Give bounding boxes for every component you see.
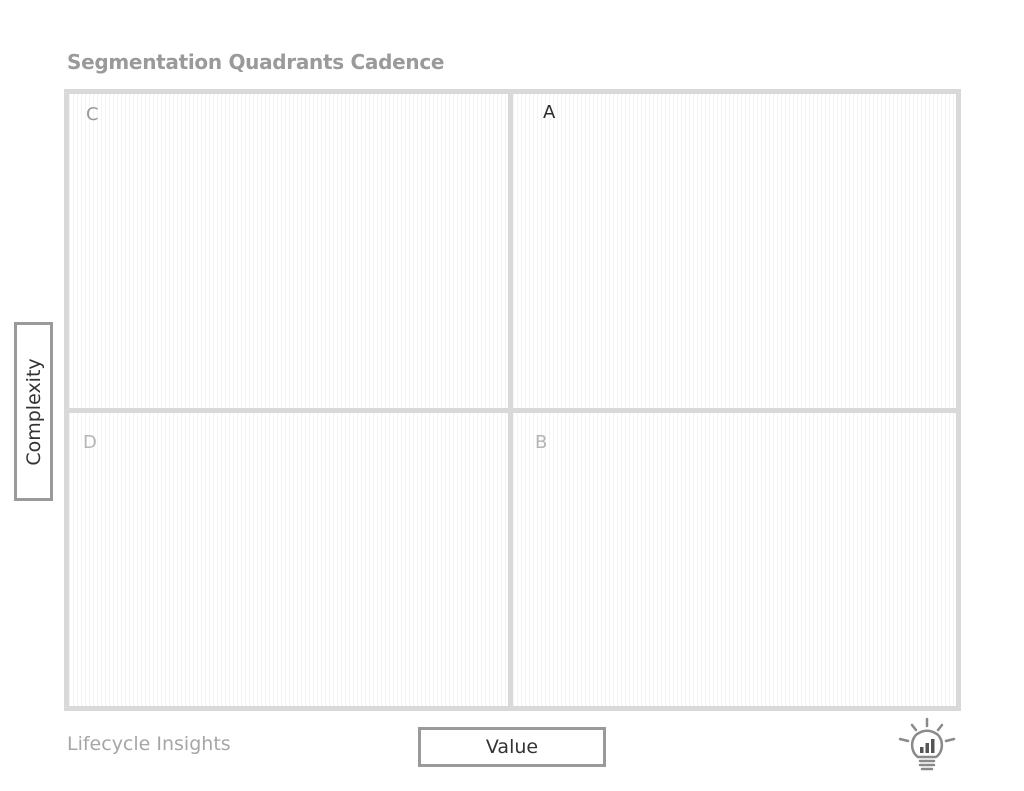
y-axis-label-box: Complexity	[14, 322, 53, 501]
diagram-title: Segmentation Quadrants Cadence	[67, 50, 445, 74]
x-axis-label: Value	[485, 736, 539, 758]
quadrant-label-bottom-right: B	[535, 432, 548, 453]
quadrant-label-top-right: A	[543, 102, 556, 123]
horizontal-divider	[64, 408, 961, 413]
x-axis-label-box: Value	[418, 727, 606, 767]
vertical-divider	[508, 89, 513, 711]
quadrant-label-bottom-left: D	[83, 432, 97, 453]
y-axis-label: Complexity	[22, 357, 45, 466]
quadrant-label-top-left: C	[86, 104, 99, 125]
lightbulb-bar-chart-icon	[898, 717, 956, 771]
footer-brand: Lifecycle Insights	[67, 733, 231, 755]
